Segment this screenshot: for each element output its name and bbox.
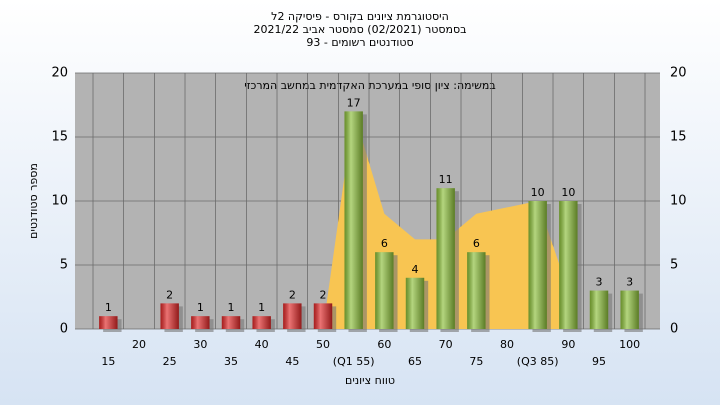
x-tick-label: 20 [132, 338, 146, 351]
y2-tick-label: 15 [670, 130, 687, 145]
value-label: 1 [197, 301, 204, 314]
title-line: סטודנטים רשומים - 93 [306, 36, 413, 49]
value-label: 3 [596, 276, 603, 289]
x-tick-label: 15 [101, 355, 115, 368]
value-label: 2 [166, 288, 173, 301]
x-tick-label: 40 [255, 338, 269, 351]
y-tick-label: 5 [60, 258, 68, 273]
y-axis-label: מספר סטודנטים [27, 163, 40, 239]
x-tick-label: 60 [377, 338, 391, 351]
y-tick-label: 20 [51, 66, 68, 81]
x-tick-label: 90 [561, 338, 575, 351]
value-label: 1 [105, 301, 112, 314]
value-label: 3 [626, 276, 633, 289]
y2-tick-label: 10 [670, 194, 687, 209]
y2-tick-label: 20 [670, 66, 687, 81]
value-label: 6 [473, 237, 480, 250]
y-tick-label: 10 [51, 194, 68, 209]
bar-shine [559, 201, 578, 329]
title-line: בסמסטר (02/2021) סמסטר אביב 2021/22 [253, 23, 466, 36]
bar-shine [191, 316, 210, 329]
value-label: 2 [289, 288, 296, 301]
x-tick-label: 70 [439, 338, 453, 351]
bar-shine [221, 316, 241, 329]
bar-shine [436, 188, 455, 329]
bar-shine [467, 252, 486, 329]
bar-shine [252, 316, 271, 329]
value-label: 2 [320, 288, 327, 301]
x-tick-label: 100 [619, 338, 640, 351]
y2-tick-label: 0 [670, 322, 678, 337]
value-label: 11 [439, 173, 453, 186]
y-tick-label: 15 [51, 130, 68, 145]
x-tick-label: 50 [316, 338, 330, 351]
x-tick-label: (Q3 85) [517, 355, 559, 368]
y-tick-label: 0 [60, 322, 68, 337]
x-axis-label: טווח ציונים [345, 374, 395, 387]
bar-shine [528, 201, 547, 329]
bar-shine [99, 316, 118, 329]
value-label: 10 [561, 186, 575, 199]
value-label: 17 [347, 96, 361, 109]
bar-shine [405, 277, 425, 329]
y2-tick-label: 5 [670, 258, 678, 273]
bar-shine [344, 111, 363, 330]
value-label: 10 [531, 186, 545, 199]
value-label: 1 [228, 301, 235, 314]
x-tick-label: (Q1 55) [333, 355, 375, 368]
bar-shine [620, 290, 639, 329]
x-tick-label: 95 [592, 355, 606, 368]
x-tick-label: 80 [500, 338, 514, 351]
x-tick-label: 30 [193, 338, 207, 351]
bar-shine [160, 303, 179, 329]
bar-shine [589, 290, 609, 329]
bar-shine [375, 252, 394, 329]
bar-shine [313, 303, 333, 329]
value-label: 4 [412, 263, 419, 276]
x-tick-label: 25 [163, 355, 177, 368]
bar-shine [283, 303, 302, 329]
value-label: 6 [381, 237, 388, 250]
x-tick-label: 35 [224, 355, 238, 368]
x-tick-label: 65 [408, 355, 422, 368]
annotation: במשימה: ציון סופי במערכת האקדמית במחשב ה… [244, 79, 495, 92]
value-label: 1 [258, 301, 265, 314]
x-tick-label: 75 [469, 355, 483, 368]
x-tick-label: 45 [285, 355, 299, 368]
title-line: היסטוגרמת ציונים בקורס - פיסיקה 2ל [271, 10, 449, 23]
